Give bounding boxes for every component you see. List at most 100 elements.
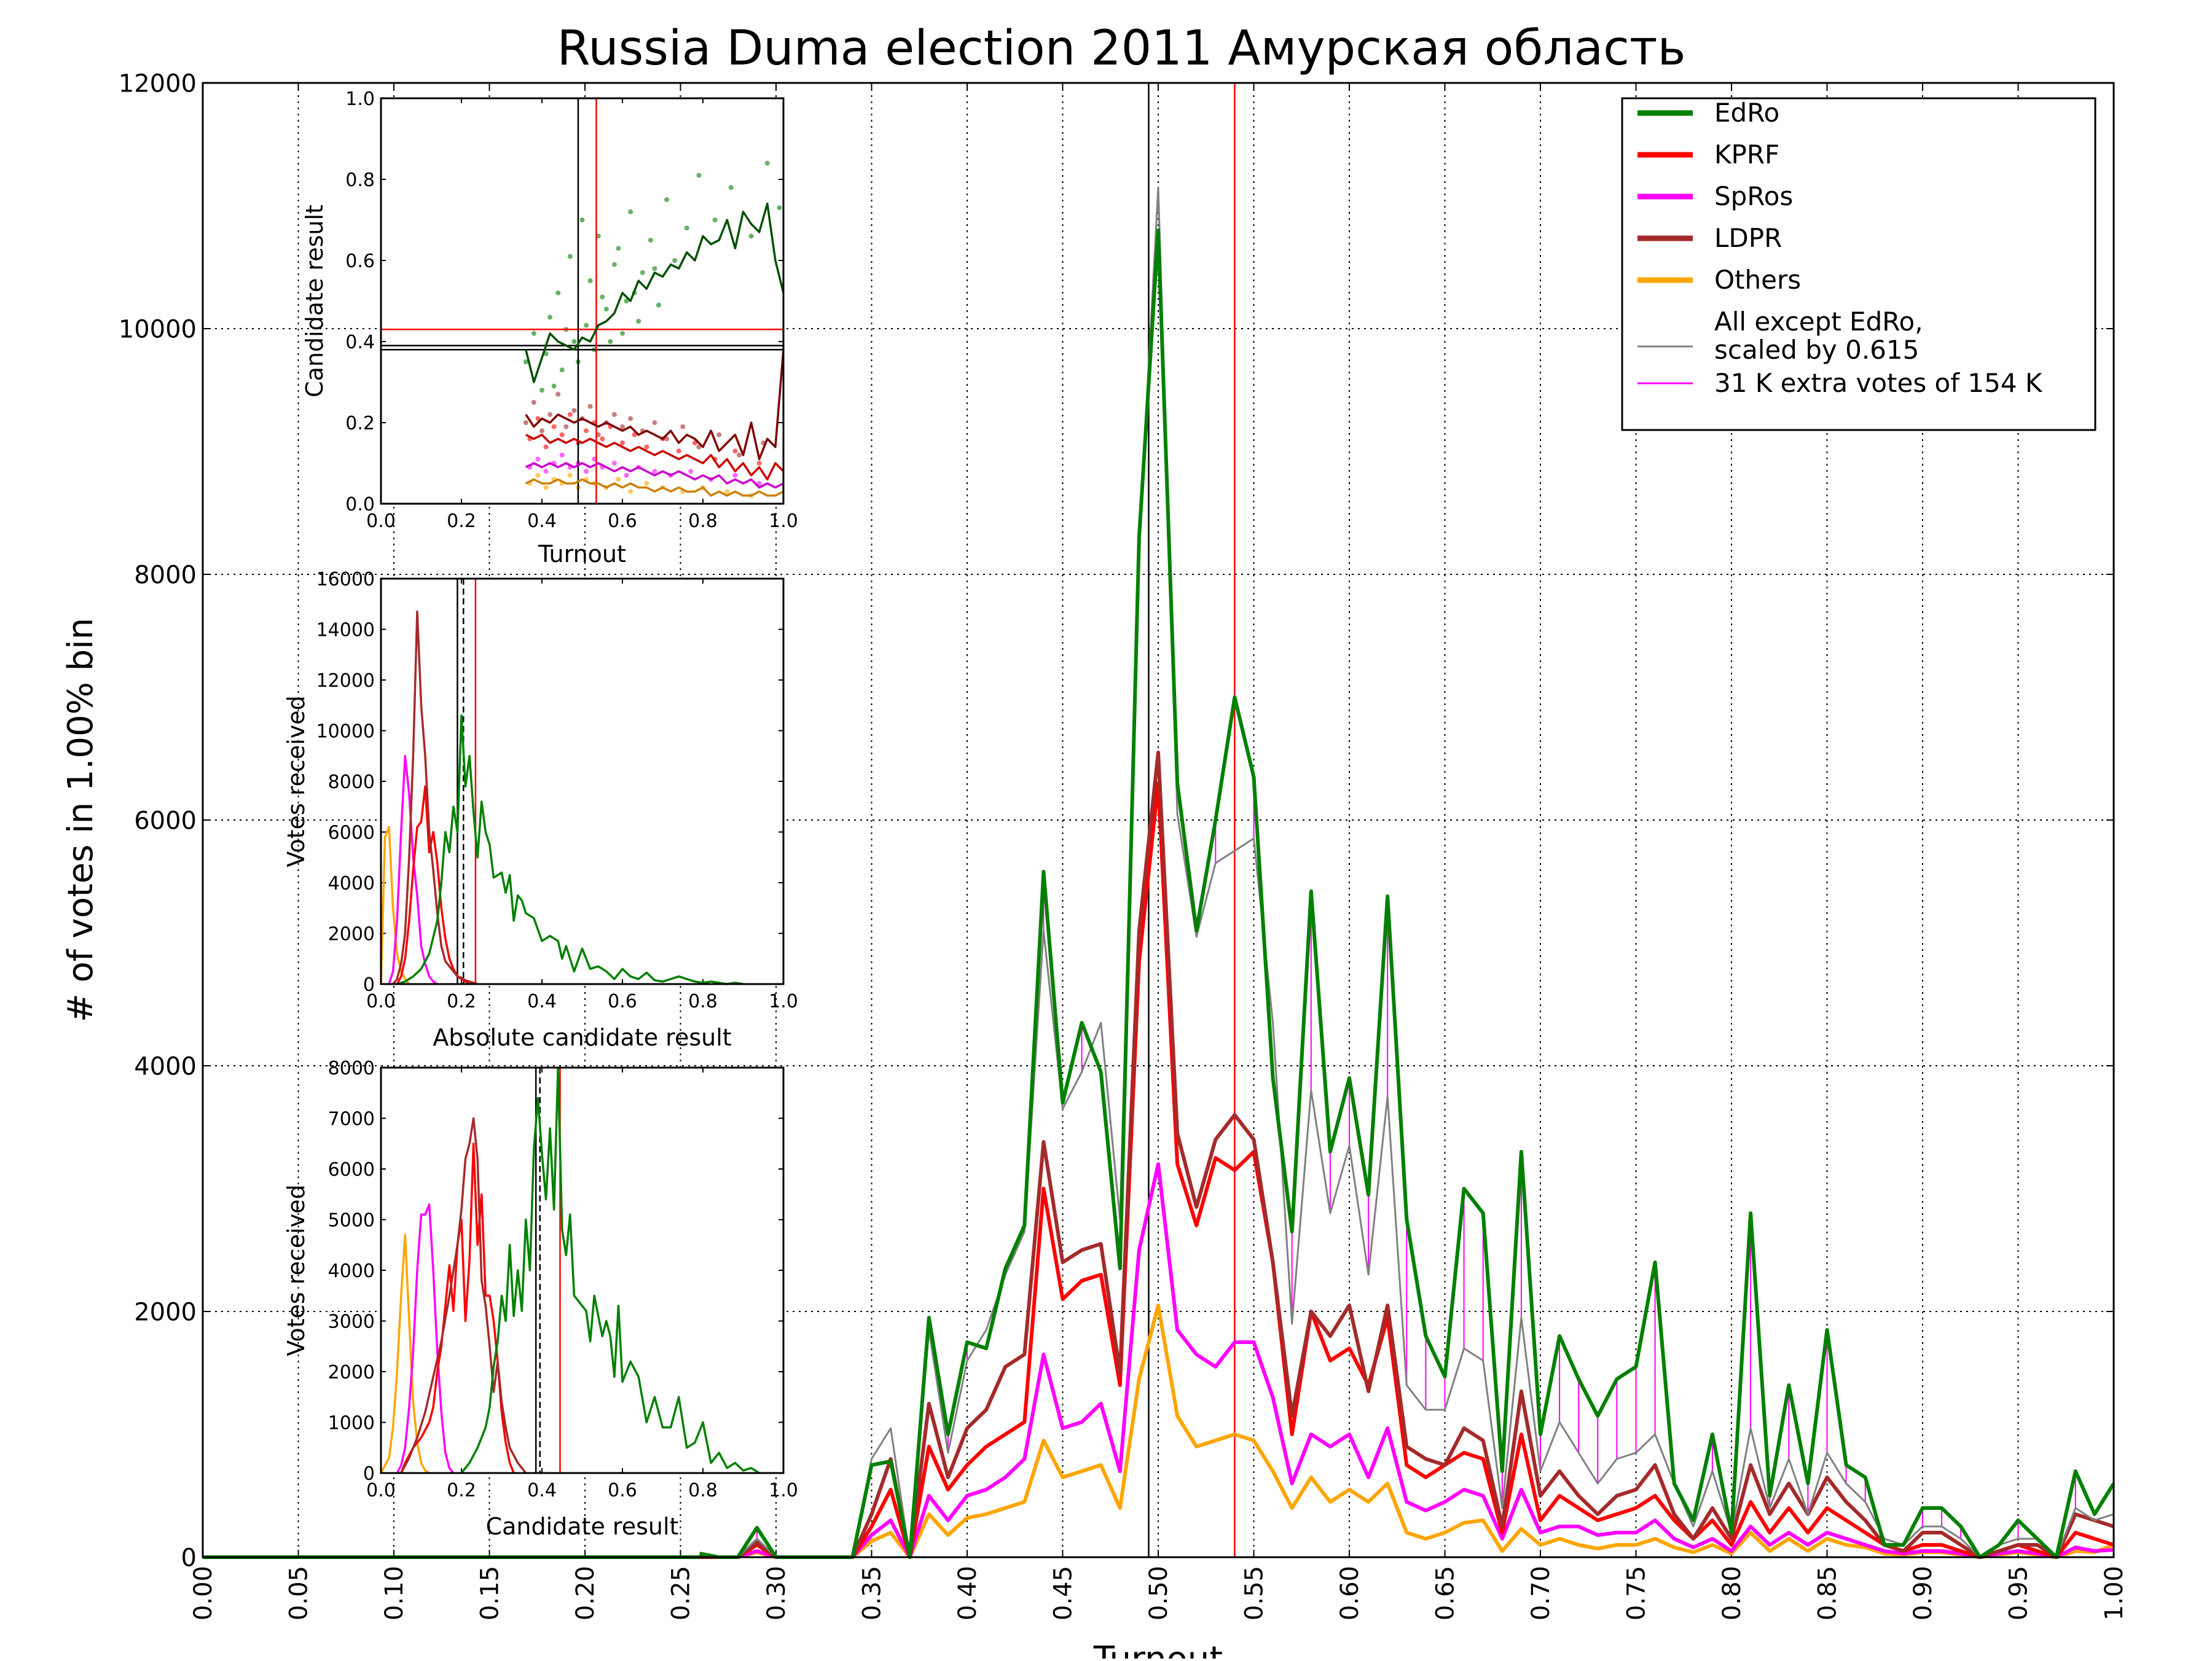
y-tick-label: 0 (363, 1463, 375, 1485)
y-tick-label: 6000 (134, 807, 197, 835)
scatter-point-ldpr (563, 424, 569, 429)
scatter-point-ldpr (680, 424, 686, 429)
trend-line-others (525, 478, 784, 497)
x-tick-label: 1.0 (769, 991, 798, 1012)
x-tick-label: 0.6 (608, 510, 637, 532)
scatter-point-spros (592, 456, 597, 462)
scatter-point-spros (756, 481, 762, 486)
scatter-point-edro (764, 160, 770, 166)
legend-label: scaled by 0.615 (1714, 335, 1919, 365)
y-axis-label: Votes received (283, 695, 310, 867)
y-tick-label: 4000 (134, 1052, 197, 1081)
y-tick-label: 6000 (328, 1159, 375, 1181)
series-line-edro (396, 714, 743, 985)
x-tick-label: 0.8 (688, 991, 718, 1012)
scatter-point-edro (616, 246, 621, 251)
x-tick-label: 0.50 (1145, 1566, 1173, 1620)
x-tick-label: 0.45 (1049, 1566, 1078, 1620)
y-tick-label: 0 (181, 1544, 197, 1572)
inset-candidate-result-plot: 0.0 0.2 0.4 0.6 0.8 1.0 0 1000 2000 3000 4000 5000 6… (283, 1058, 798, 1540)
inset-turnout-result-plot: 0.0 0.2 0.4 0.6 0.8 1.0 0.0 0.2 0.4 0.6 0.8 1.0 Turn… (301, 88, 798, 568)
scatter-point-edro (712, 217, 718, 222)
scatter-point-edro (579, 217, 585, 222)
x-tick-label: 0.80 (1718, 1566, 1746, 1620)
x-axis-label: Absolute candidate result (433, 1024, 731, 1051)
scatter-point-ldpr (547, 412, 553, 417)
scatter-point-edro (664, 197, 670, 202)
x-tick-label: 0.0 (366, 510, 396, 532)
scatter-point-spros (688, 469, 694, 474)
scatter-point-edro (600, 294, 605, 300)
scatter-point-kprf (632, 432, 637, 437)
plot-frame (202, 82, 2115, 1558)
scatter-point-ldpr (587, 404, 593, 409)
series-line-others (380, 826, 410, 985)
scatter-point-edro (539, 388, 544, 393)
scatter-point-ldpr (571, 408, 577, 413)
scatter-point-edro (559, 367, 565, 373)
y-tick-label: 8000 (328, 772, 375, 793)
scatter-point-others (628, 489, 633, 494)
scatter-point-edro (672, 258, 678, 263)
y-tick-label: 1000 (328, 1412, 375, 1434)
scatter-point-edro (748, 233, 754, 239)
scatter-point-edro (584, 322, 589, 328)
series-line-spros (388, 755, 438, 985)
legend-label: EdRo (1714, 98, 1779, 128)
scatter-point-edro (603, 307, 609, 312)
scatter-point-spros (543, 469, 549, 474)
x-axis-label: Candidate result (486, 1513, 679, 1540)
series-line-edro (460, 1066, 760, 1474)
scatter-point-others (535, 472, 541, 478)
series-line-spros (699, 1162, 2114, 1559)
y-tick-label: 5000 (328, 1210, 375, 1231)
scatter-point-kprf (620, 440, 625, 445)
trend-line-ldpr (525, 350, 785, 461)
scatter-point-edro (652, 266, 657, 272)
scatter-point-kprf (543, 444, 549, 450)
scatter-point-edro (595, 233, 601, 239)
x-tick-label: 0.05 (285, 1566, 313, 1620)
scatter-point-ldpr (736, 452, 742, 458)
x-tick-label: 0.00 (189, 1566, 218, 1620)
scatter-point-kprf (644, 444, 649, 450)
x-tick-label: 0.20 (571, 1566, 600, 1620)
scatter-point-ldpr (523, 420, 528, 425)
x-tick-label: 1.0 (769, 1480, 798, 1501)
x-tick-label: 1.00 (2100, 1566, 2128, 1620)
series-line-others (380, 1233, 430, 1474)
legend-frame (1621, 97, 2096, 431)
x-tick-label: 0.55 (1241, 1566, 1269, 1620)
plot-frame (380, 97, 785, 505)
scatter-point-ldpr (652, 420, 657, 425)
scatter-point-edro (551, 383, 557, 389)
scatter-point-edro (696, 173, 702, 178)
scatter-point-edro (648, 238, 653, 243)
legend-label: LDPR (1714, 223, 1782, 253)
y-tick-label: 10000 (119, 315, 197, 343)
scatter-point-others (616, 477, 621, 482)
y-tick-label: 0 (363, 974, 375, 996)
x-axis-label: Turnout (1093, 1640, 1223, 1659)
x-tick-label: 0.60 (1336, 1566, 1364, 1620)
scatter-point-kprf (692, 440, 697, 445)
x-tick-label: 0.65 (1432, 1566, 1460, 1620)
x-tick-label: 0.4 (527, 991, 557, 1012)
y-tick-label: 16000 (316, 569, 375, 590)
scatter-point-others (644, 481, 649, 486)
x-tick-label: 0.4 (527, 510, 557, 532)
scatter-point-kprf (584, 428, 589, 434)
scatter-point-kprf (676, 448, 681, 454)
series-line-spros (396, 1203, 455, 1474)
y-tick-label: 8000 (134, 561, 197, 589)
x-tick-label: 0.0 (366, 991, 396, 1012)
x-tick-label: 0.0 (366, 1480, 396, 1501)
scatter-point-edro (628, 209, 633, 214)
x-tick-label: 0.85 (1814, 1566, 1842, 1620)
inset-absolute-result-plot: 0.0 0.2 0.4 0.6 0.8 1.0 0 2000 4000 6000 8000 10000… (283, 569, 798, 1051)
y-tick-label: 2000 (328, 1362, 375, 1383)
x-tick-label: 0.15 (476, 1566, 504, 1620)
scatter-point-kprf (559, 432, 565, 437)
